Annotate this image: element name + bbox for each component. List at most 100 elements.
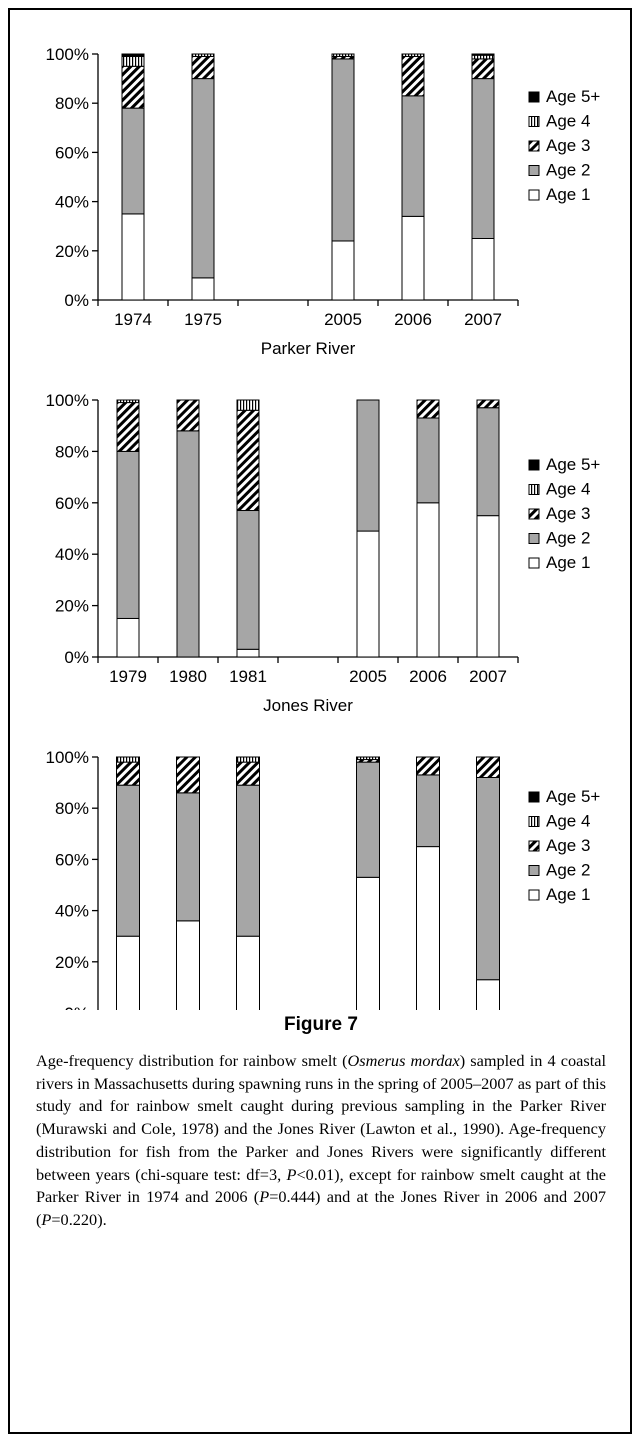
x-tick-label: 1980 [169,667,207,686]
legend-swatch-age-1 [528,189,540,201]
bar-age-2 [476,407,500,517]
legend-label: Age 1 [546,553,590,572]
legend-swatch-age-1 [528,889,540,901]
caption-text-2: ) sampled in 4 coastal rivers in Massach… [36,1051,607,1184]
legend-label: Age 4 [546,812,590,831]
bar-age-1 [121,213,145,301]
legend-label: Age 2 [546,861,590,880]
bar-age-2 [191,78,215,279]
bar-age-5plus [471,53,495,56]
bar-age-1 [331,240,355,301]
bar-age-1 [471,238,495,301]
y-tick-label: 0% [64,291,89,310]
bar-age-1 [356,530,380,658]
bar-age-4 [116,399,140,404]
caption-species: Osmerus mordax [347,1051,460,1070]
bar-age-3 [176,399,200,432]
bar-age-3 [116,402,140,452]
bar-age-1 [356,876,380,1010]
y-tick-label: 60% [55,850,89,869]
bar-age-3 [236,409,260,512]
x-tick-label: 2006 [394,310,432,329]
bar-age-3 [476,756,500,778]
bar-age-1 [116,617,140,658]
legend-swatch-age-3 [528,840,540,852]
caption-p-symbol: P [41,1209,52,1229]
legend-swatch-age-4 [528,816,540,827]
bar-age-2 [236,510,260,650]
figure-caption: Age-frequency distribution for rainbow s… [36,1050,606,1232]
x-axis-label: Parker River [261,339,356,358]
bar-age-3 [401,55,425,97]
legend-swatch-age-5plus [528,91,540,103]
bar-age-3 [416,756,440,776]
legend-label: Age 1 [546,185,590,204]
bar-age-2 [121,107,145,215]
bar-age-2 [356,761,380,878]
legend-label: Age 2 [546,529,590,548]
bar-age-2 [116,450,140,619]
x-tick-label: 1975 [184,310,222,329]
x-tick-label: 1981 [229,667,267,686]
x-tick-label: 1979 [109,667,147,686]
x-axis-label: Jones River [263,696,353,715]
legend-swatch-age-2 [528,165,540,176]
bar-age-4 [116,756,140,763]
bar-age-4 [331,53,355,57]
legend-label: Age 3 [546,504,590,523]
y-tick-label: 20% [55,242,89,261]
legend-swatch-age-5plus [528,459,540,471]
x-tick-label: 1974 [114,310,152,329]
bar-age-1 [236,648,260,658]
y-tick-label: 0% [64,1004,89,1010]
legend-swatch-age-4 [528,116,540,127]
fore-saugus-river-chart: 0%20%40%60%80%100%2005200620072005200620… [46,748,600,1010]
legend-swatch-age-2 [528,533,540,544]
caption-text-3: <0.01), except for rainbow smelt caught … [36,1164,606,1207]
legend-label: Age 4 [546,480,590,499]
bar-age-3 [191,55,215,80]
x-tick-label: 2006 [409,667,447,686]
legend-label: Age 3 [546,836,590,855]
legend-swatch-age-4 [528,484,540,495]
jones-river-chart: 0% 20% 40% 60% 80% 100% 1979 1980 1981 2005 2006 20… [46,391,601,715]
caption-text-1: Age-frequency distribution for rainbow s… [36,1051,348,1070]
legend-swatch-age-5plus [528,791,540,803]
bar-age-4 [236,756,260,763]
bar-age-4 [121,55,145,67]
legend-label: Age 5+ [546,455,600,474]
bar-age-1 [476,979,500,1010]
bar-age-3 [236,761,260,786]
legend-label: Age 5+ [546,87,600,106]
bar-age-4 [191,53,215,57]
caption-text-5: =0.220). [51,1209,107,1229]
bar-age-3 [176,756,200,794]
legend-swatch-age-1 [528,557,540,569]
x-tick-label: 2005 [349,667,387,686]
bar-age-1 [401,215,425,301]
bar-age-2 [401,95,425,217]
parker-river-chart: 0% 20% 40% 60% 80% 100% 1974 1975 2005 2006 2007 Pa… [46,45,601,358]
caption-p-symbol: P [286,1164,297,1184]
caption-p-symbol: P [259,1187,270,1207]
bar-age-2 [236,784,260,937]
y-tick-label: 40% [55,545,89,564]
bar-age-2 [476,776,500,981]
y-tick-label: 80% [55,799,89,818]
y-tick-label: 20% [55,953,89,972]
legend-label: Age 2 [546,161,590,180]
y-tick-label: 0% [64,648,89,667]
legend-swatch-age-3 [528,508,540,520]
x-tick-label: 2005 [324,310,362,329]
bar-age-4 [471,54,495,60]
y-tick-label: 60% [55,494,89,513]
y-tick-label: 80% [55,442,89,461]
bar-age-3 [121,65,145,109]
charts-area: 0% 20% 40% 60% 80% 100% 1974 1975 2005 2006 2007 Pa… [46,45,601,1010]
bar-age-1 [176,920,200,1010]
bar-age-1 [116,935,140,1010]
y-tick-label: 100% [46,45,89,64]
bar-age-1 [416,846,440,1010]
bar-age-4 [236,399,260,411]
figure-title: Figure 7 [284,1014,358,1035]
